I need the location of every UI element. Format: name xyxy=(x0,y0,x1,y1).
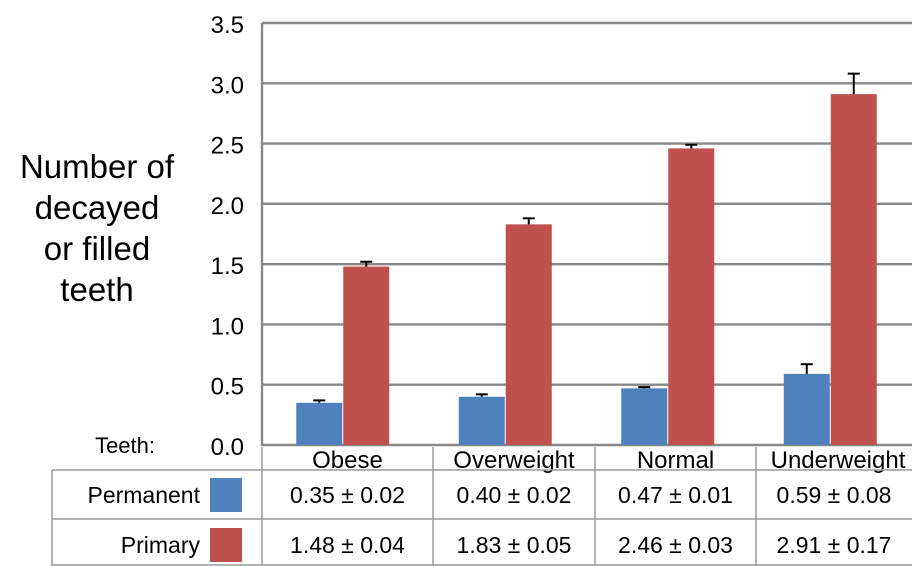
legend-label-primary: Primary xyxy=(121,532,201,558)
y-tick-label: 0.5 xyxy=(211,374,244,401)
legend-swatch-primary xyxy=(210,528,242,562)
bar-permanent xyxy=(621,388,668,445)
bar-primary xyxy=(830,94,877,445)
table-cell: 1.48 ± 0.04 xyxy=(290,532,405,558)
y-tick-label: 2.0 xyxy=(211,193,244,220)
y-tick-label: 3.5 xyxy=(211,12,244,39)
y-tick-label: 3.0 xyxy=(211,72,244,99)
bar-permanent xyxy=(783,373,830,445)
bar-primary xyxy=(668,148,715,445)
y-tick-label: 0.0 xyxy=(211,434,244,461)
y-axis-label-line-3: or filled xyxy=(43,230,151,267)
table-cell: 0.59 ± 0.08 xyxy=(777,482,892,508)
y-axis-label-line-1: Number of xyxy=(19,148,175,185)
bar-primary xyxy=(505,224,552,445)
table-cell: 2.91 ± 0.17 xyxy=(777,532,892,558)
bar-permanent xyxy=(296,402,343,445)
table-cell: 1.83 ± 0.05 xyxy=(457,532,572,558)
legend-swatch-permanent xyxy=(210,478,242,512)
table-cell: 0.35 ± 0.02 xyxy=(290,482,405,508)
y-axis-label-line-4: teeth xyxy=(60,271,134,308)
y-tick-label: 2.5 xyxy=(211,133,244,160)
table-cell: 0.47 ± 0.01 xyxy=(618,482,733,508)
y-tick-label: 1.5 xyxy=(211,253,244,280)
legend-label-permanent: Permanent xyxy=(87,482,200,508)
table-cell: 0.40 ± 0.02 xyxy=(457,482,572,508)
table-header-teeth: Teeth: xyxy=(95,433,155,458)
y-tick-label: 1.0 xyxy=(211,313,244,340)
bar-permanent xyxy=(458,396,505,445)
bar-primary xyxy=(343,266,390,445)
y-axis-label-line-2: decayed xyxy=(34,189,160,226)
table-cell: 2.46 ± 0.03 xyxy=(618,532,733,558)
